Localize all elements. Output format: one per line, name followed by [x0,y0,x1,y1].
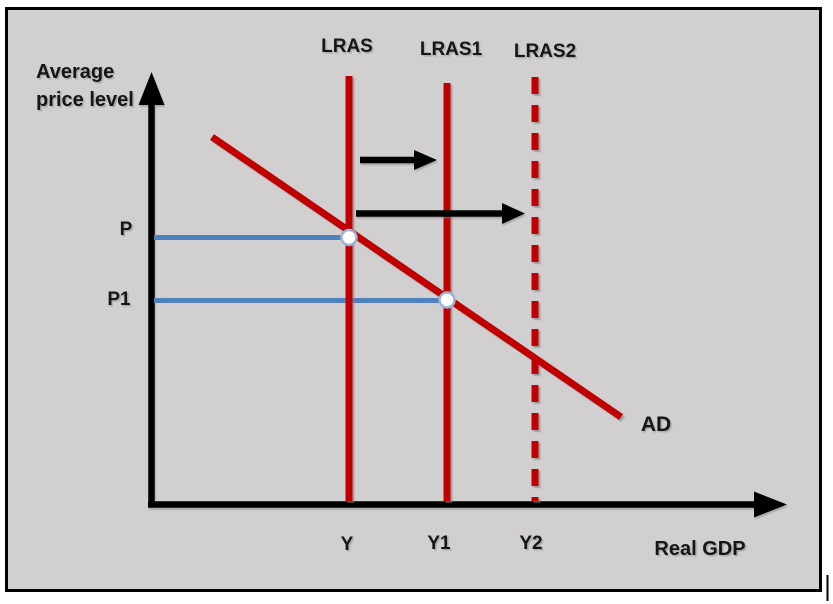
price-p-label: P [119,219,133,240]
price-p1-label: P1 [107,289,131,310]
ad-label: AD [640,413,672,436]
lras2-label: LRAS2 [513,41,577,62]
output-y1-label: Y1 [427,533,451,554]
output-y2-label: Y2 [519,533,543,554]
x-axis-title: Real GDP [654,538,746,560]
output-y-label: Y [340,534,354,555]
lras-label: LRAS [321,36,373,57]
y-axis-title: Average price level [36,61,134,111]
lras1-label: LRAS1 [419,39,483,60]
